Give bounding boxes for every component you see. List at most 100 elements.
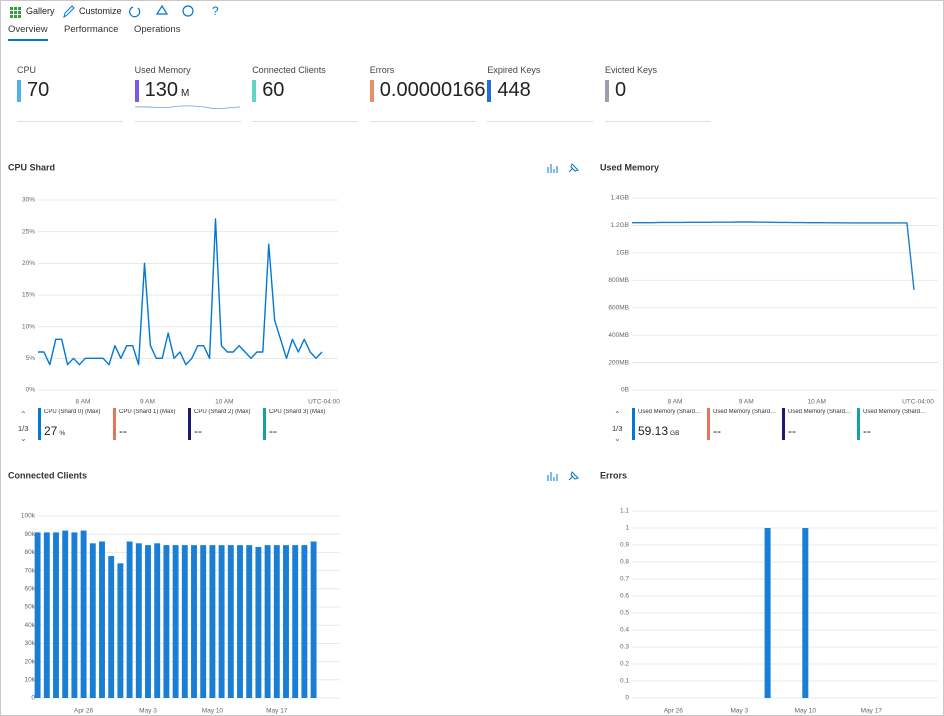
legend-entry[interactable]: CPU (Shard 2) (Max) -- [188,408,260,440]
metric-label: Evicted Keys [605,65,658,75]
pager-down[interactable]: ⌄ [20,434,27,443]
y-tick-label: 200MB [608,359,629,366]
metric-value: 70 [27,79,50,101]
bar [62,530,69,698]
y-tick-label: 10k [25,677,36,684]
tab[interactable]: Operations [134,24,181,35]
legend-entry[interactable]: Used Memory (Shard 2) (Max) -- [782,408,854,440]
metric-unit: M [180,88,190,99]
legend-color [188,408,191,440]
bar [255,546,262,698]
y-tick-label: 0.9 [620,542,629,549]
legend-color [632,408,635,440]
bar [764,528,771,698]
timezone-label: UTC-04:00 [902,399,934,406]
metric-sparkline [134,105,241,110]
x-tick-label: May 17 [861,708,883,715]
chart-title: Errors [600,470,627,480]
legend-unit: GB [670,430,680,437]
x-tick-label: 8 AM [76,399,91,406]
legend-pager[interactable]: 1/3 [18,424,29,433]
customize-icon[interactable] [63,5,75,19]
y-tick-label: 0 [31,695,35,702]
metric-color-bar [17,80,21,102]
legend-value: 27% [44,424,66,438]
y-tick-label: 50k [25,604,36,611]
gallery-icon[interactable] [10,7,21,18]
bar [135,543,142,698]
legend-entry[interactable]: Used Memory (Shard 1) (Max) -- [707,408,779,440]
toolbar-item[interactable]: Customize [79,6,122,16]
bar [172,545,179,698]
chart-tools[interactable] [547,163,579,481]
legend-value: -- [863,424,871,438]
metric-color-bar [605,80,609,102]
legend-unit: % [59,430,66,437]
bar [99,541,105,698]
refresh-icon[interactable] [129,6,141,18]
x-tick-label: 9 AM [140,399,155,406]
y-tick-label: 0.3 [620,644,629,651]
bar [209,545,216,698]
toolbar-item[interactable]: Gallery [26,6,55,16]
metric-label: Used Memory [134,65,191,75]
legend-color [113,408,116,440]
pager-up[interactable]: ⌃ [20,410,27,419]
legend-pager[interactable]: 1/3 [612,424,623,433]
bar [89,543,96,698]
x-tick-label: May 10 [202,708,224,715]
pager-up[interactable]: ⌃ [614,410,621,419]
y-tick-label: 30k [25,640,36,647]
bar [43,532,50,698]
bar [802,528,809,698]
tab[interactable]: Performance [64,24,119,35]
legend-entry[interactable]: Used Memory (Shard 3) (Max) -- [857,408,929,440]
y-tick-label: 0.4 [620,627,629,634]
legend-name: CPU (Shard 0) (Max) [44,409,101,415]
metric-sparkline [369,121,476,122]
smiley-icon[interactable] [182,5,194,17]
bar [34,532,41,698]
legend-value: -- [194,424,202,438]
metric-value: 130 M [144,79,190,101]
series-line [38,218,323,366]
bar [301,545,308,698]
bar [227,545,234,698]
legend-entry[interactable]: CPU (Shard 1) (Max) -- [113,408,185,440]
y-tick-label: 0.8 [620,559,629,566]
metric-label: CPU [17,65,37,75]
series-line [632,221,915,290]
pager-down[interactable]: ⌄ [614,434,621,443]
bar [163,545,170,698]
legend-name: CPU (Shard 3) (Max) [269,409,326,415]
legend-value: -- [788,424,796,438]
help-icon[interactable]: ? [212,4,219,18]
bar [246,545,253,698]
legend-entry[interactable]: CPU (Shard 0) (Max) 27% [38,408,110,440]
y-tick-label: 30% [22,197,35,204]
legend-entry[interactable]: CPU (Shard 3) (Max) -- [263,408,335,440]
bar [108,556,115,698]
legend-color [263,408,266,440]
y-tick-label: 20k [25,658,36,665]
y-tick-label: 1.2GB [611,222,629,229]
feedback-icon[interactable] [155,4,169,15]
y-tick-label: 60k [25,586,36,593]
metric-sparkline [252,121,359,122]
metric-value: 0 [615,79,627,101]
bar [264,545,271,698]
bar [80,530,87,698]
legend-color [782,408,785,440]
bar [154,543,161,698]
bar [310,541,317,698]
tab[interactable]: Overview [8,24,48,41]
y-tick-label: 0.7 [620,576,629,583]
legend-color [707,408,710,440]
bar [283,545,289,698]
bar [117,563,124,698]
y-tick-label: 0 [625,695,629,702]
chart-title: CPU Shard [8,162,55,172]
legend-name: CPU (Shard 1) (Max) [119,409,176,415]
